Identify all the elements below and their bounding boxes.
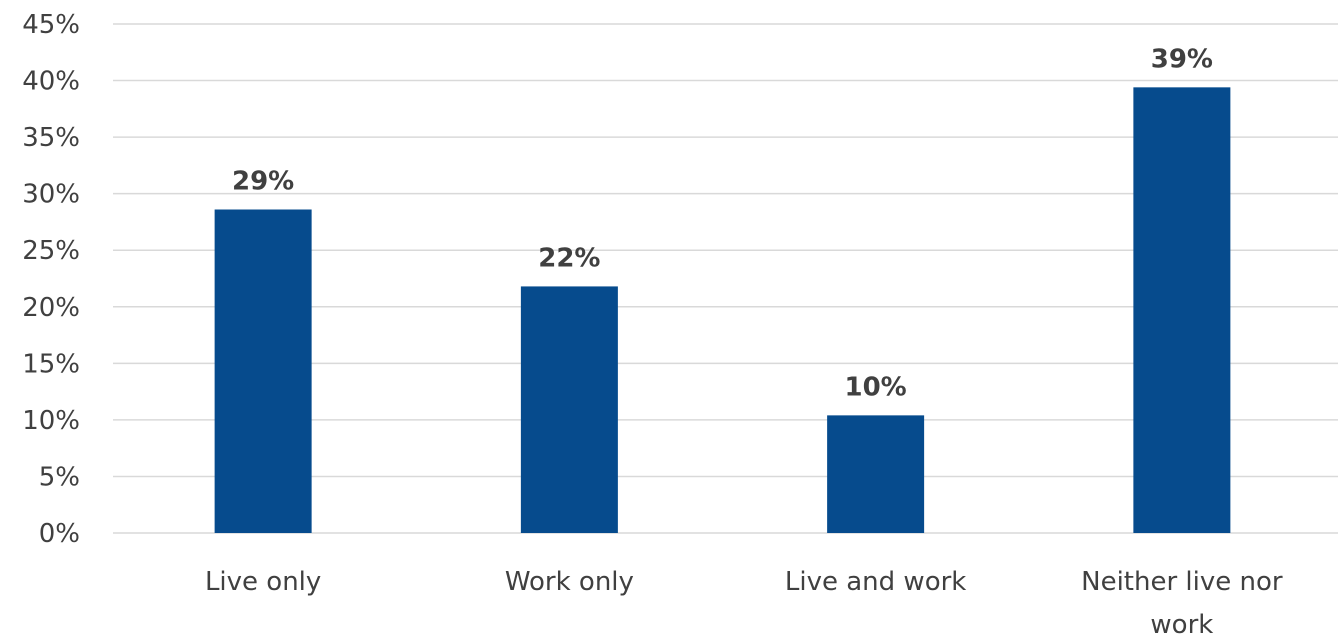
y-tick-label: 15% — [22, 349, 80, 379]
x-category-label-line: Work only — [505, 567, 634, 597]
x-category-label-line: work — [1150, 610, 1213, 638]
bars — [214, 87, 1231, 533]
x-category-label-line: Neither live nor — [1081, 567, 1283, 597]
y-tick-label: 25% — [22, 236, 80, 266]
y-tick-label: 10% — [22, 406, 80, 436]
y-tick-label: 5% — [39, 462, 80, 492]
gridlines — [113, 23, 1338, 534]
data-label: 10% — [845, 372, 907, 402]
y-tick-label: 0% — [39, 519, 80, 549]
x-category-label-line: Live only — [205, 567, 321, 597]
data-labels: 29% 22% 10% 39% — [232, 44, 1213, 402]
data-label: 29% — [232, 167, 294, 197]
y-tick-label: 35% — [22, 123, 80, 153]
x-category-label-line: Live and work — [785, 567, 966, 597]
y-tick-label: 20% — [22, 293, 80, 323]
y-axis-tick-labels: 0% 5% 10% 15% 20% 25% 30% 35% 40% 45% — [22, 10, 80, 549]
bar — [520, 286, 618, 533]
y-tick-label: 45% — [22, 10, 80, 40]
data-label: 22% — [538, 243, 600, 273]
bar — [214, 209, 312, 533]
y-tick-label: 40% — [22, 67, 80, 97]
x-axis-category-labels: Live only Work only Live and work Neither l… — [205, 567, 1283, 638]
bar — [827, 415, 925, 533]
x-category-label: Live only — [205, 567, 321, 597]
x-category-label: Live and work — [785, 567, 966, 597]
data-label: 39% — [1151, 44, 1213, 74]
y-tick-label: 30% — [22, 180, 80, 210]
x-category-label: Neither live nor work — [1081, 567, 1283, 638]
x-category-label: Work only — [505, 567, 634, 597]
bar — [1133, 87, 1231, 533]
